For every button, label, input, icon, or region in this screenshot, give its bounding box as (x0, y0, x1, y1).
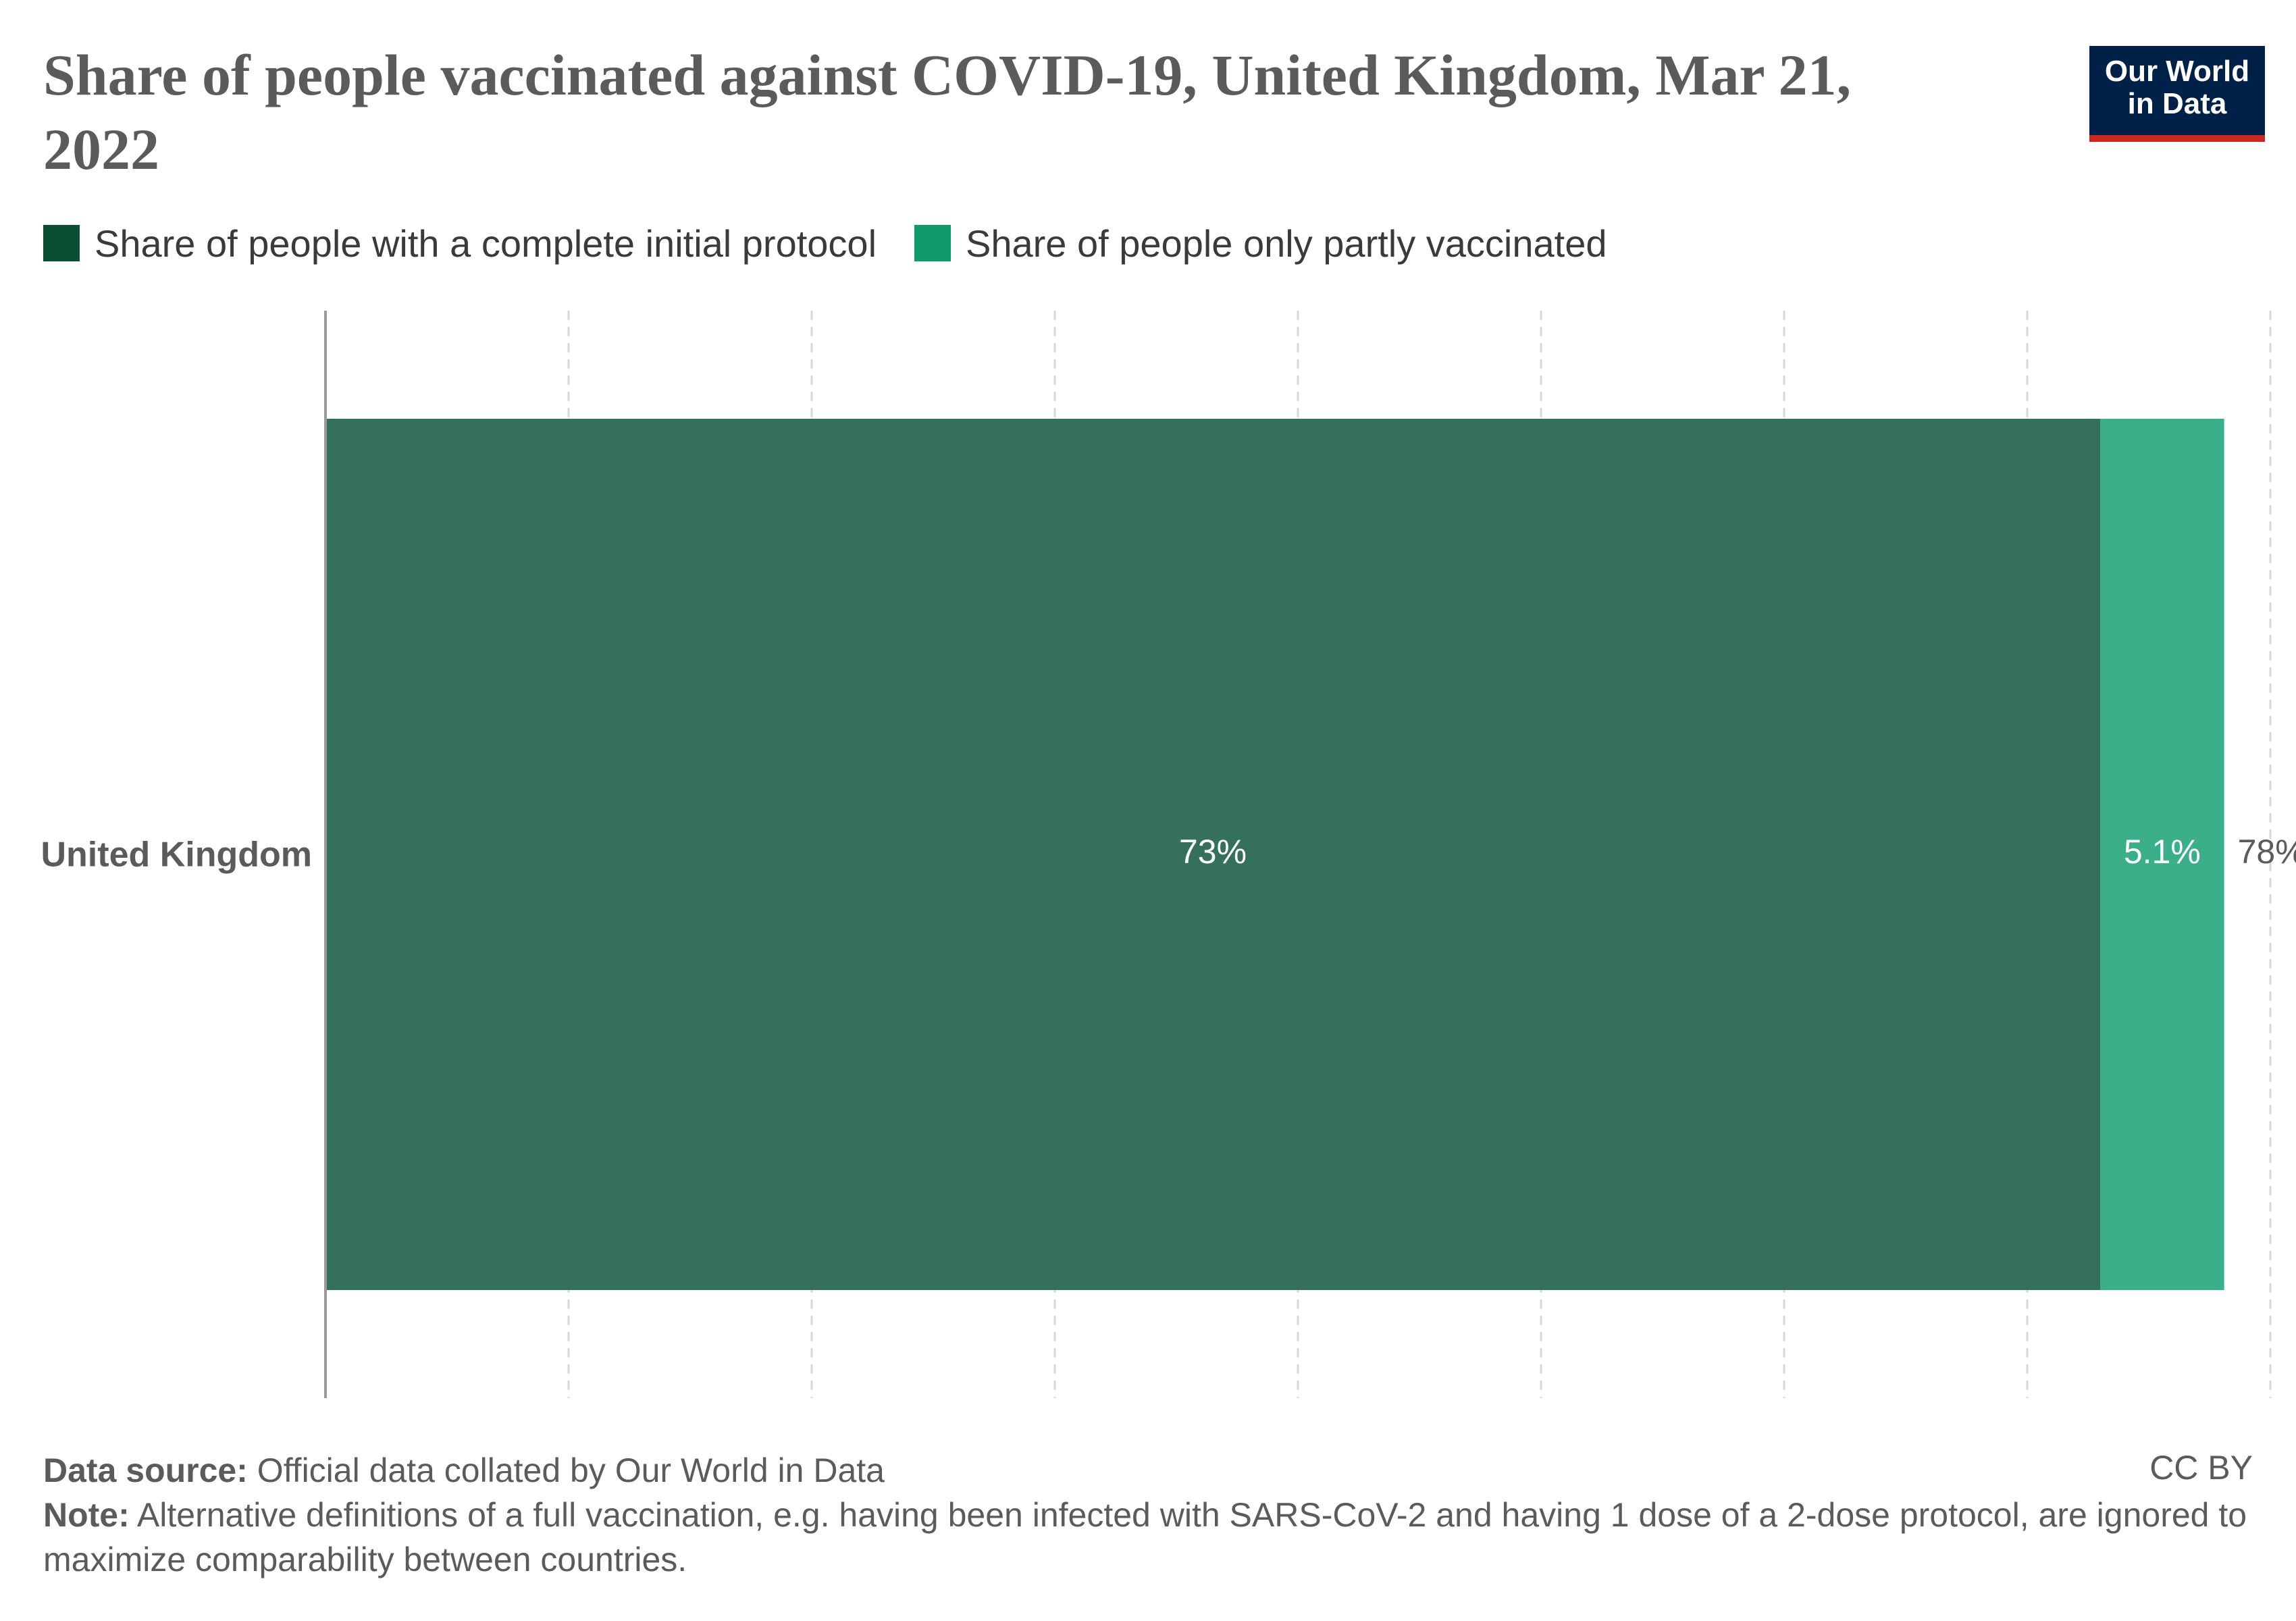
owid-logo[interactable]: Our World in Data (2089, 46, 2265, 142)
legend-label-complete: Share of people with a complete initial … (95, 222, 877, 265)
bar-value-label: 73% (1179, 833, 1247, 871)
note-text: Alternative definitions of a full vaccin… (43, 1496, 2247, 1578)
legend-swatch-complete (43, 225, 80, 261)
note-label: Note: (43, 1496, 130, 1534)
bar-segment[interactable] (2100, 419, 2224, 1290)
category-label: United Kingdom (41, 835, 312, 875)
legend: Share of people with a complete initial … (43, 217, 1645, 269)
bar-value-label: 5.1% (2124, 833, 2201, 871)
data-source-text[interactable]: Official data collated by Our World in D… (257, 1451, 885, 1489)
chart-note: Note: Alternative definitions of a full … (43, 1493, 2258, 1582)
bar-segment[interactable] (325, 419, 2100, 1290)
legend-swatch-partial (914, 225, 951, 261)
chart-title: Share of people vaccinated against COVID… (43, 43, 1852, 182)
legend-label-partial: Share of people only partly vaccinated (966, 222, 1607, 265)
bar-chart: 73% 5.1% 78% United Kingdom (41, 311, 2296, 1398)
data-source-label: Data source: (43, 1451, 248, 1489)
logo-line-2: in Data (2127, 87, 2227, 120)
logo-line-1: Our World (2104, 55, 2250, 88)
legend-item-complete[interactable]: Share of people with a complete initial … (43, 222, 877, 265)
license-link[interactable]: CC BY (2149, 1449, 2253, 1487)
data-source: Data source: Official data collated by O… (43, 1448, 2258, 1493)
logo-accent-bar (2089, 135, 2265, 142)
legend-item-partial[interactable]: Share of people only partly vaccinated (914, 222, 1607, 265)
bar-total-label: 78% (2238, 833, 2296, 871)
